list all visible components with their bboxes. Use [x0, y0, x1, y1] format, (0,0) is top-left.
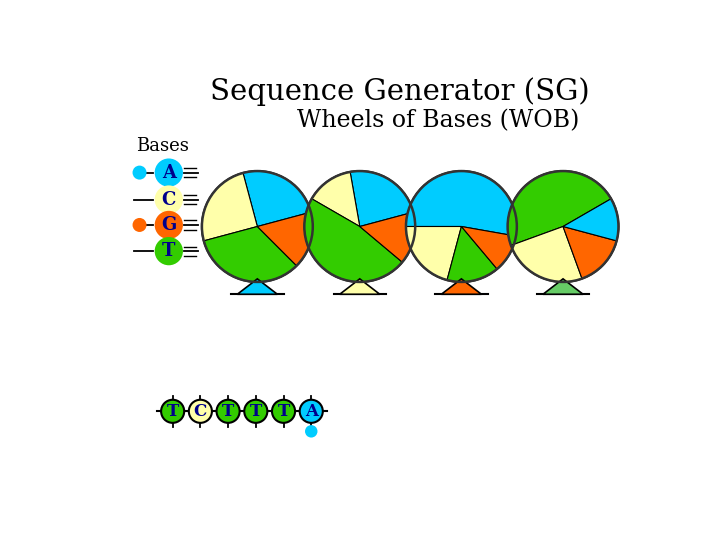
Circle shape: [133, 166, 145, 179]
Polygon shape: [350, 171, 413, 226]
Ellipse shape: [300, 400, 323, 423]
Polygon shape: [305, 199, 402, 282]
Circle shape: [156, 238, 182, 264]
Polygon shape: [563, 199, 618, 241]
Text: A: A: [162, 164, 176, 181]
Ellipse shape: [406, 171, 517, 282]
Circle shape: [306, 426, 317, 437]
Text: T: T: [250, 403, 262, 420]
Ellipse shape: [272, 400, 295, 423]
Text: Bases: Bases: [137, 137, 189, 154]
Polygon shape: [360, 212, 415, 262]
Text: Sequence Generator (SG): Sequence Generator (SG): [210, 77, 590, 106]
Polygon shape: [238, 279, 277, 294]
Ellipse shape: [244, 400, 267, 423]
Text: T: T: [162, 242, 176, 260]
Text: G: G: [161, 216, 176, 234]
Text: C: C: [161, 191, 176, 208]
Polygon shape: [508, 171, 611, 246]
Ellipse shape: [202, 171, 312, 282]
Polygon shape: [202, 173, 257, 241]
Text: C: C: [194, 403, 207, 420]
Polygon shape: [243, 171, 311, 226]
Polygon shape: [543, 279, 583, 294]
Polygon shape: [511, 226, 582, 282]
Text: Wheels of Bases (WOB): Wheels of Bases (WOB): [297, 109, 580, 132]
Text: T: T: [277, 403, 289, 420]
Polygon shape: [563, 226, 616, 279]
Ellipse shape: [217, 400, 240, 423]
Polygon shape: [462, 226, 516, 269]
Ellipse shape: [305, 171, 415, 282]
Circle shape: [156, 186, 182, 213]
Ellipse shape: [161, 400, 184, 423]
Circle shape: [133, 219, 145, 231]
Ellipse shape: [189, 400, 212, 423]
Text: A: A: [305, 403, 318, 420]
Polygon shape: [406, 226, 462, 280]
Polygon shape: [441, 279, 482, 294]
Polygon shape: [257, 212, 312, 266]
Polygon shape: [406, 171, 517, 236]
Polygon shape: [204, 226, 297, 282]
Circle shape: [156, 159, 182, 186]
Text: T: T: [166, 403, 179, 420]
Polygon shape: [447, 226, 497, 282]
Polygon shape: [312, 172, 360, 226]
Ellipse shape: [508, 171, 618, 282]
Circle shape: [156, 212, 182, 238]
Polygon shape: [340, 279, 379, 294]
Text: T: T: [222, 403, 234, 420]
